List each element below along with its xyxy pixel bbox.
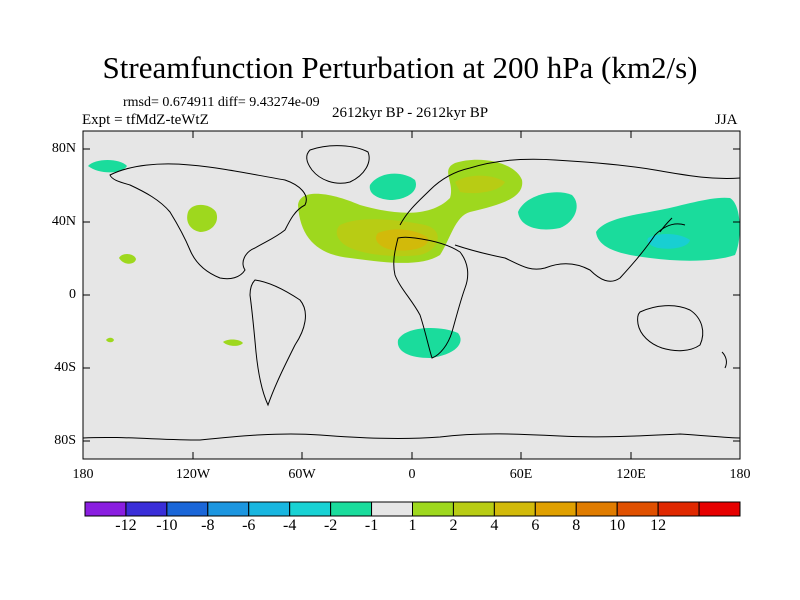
contour-positive-med-high xyxy=(375,229,429,251)
colorbar-label: -10 xyxy=(156,517,178,534)
season-label: JJA xyxy=(715,112,738,128)
x-tick-60e: 60E xyxy=(509,467,533,482)
colorbar-label: -12 xyxy=(115,517,137,534)
stats-line: rmsd= 0.674911 diff= 9.43274e-09 xyxy=(123,95,320,110)
colorbar-swatch xyxy=(125,501,168,517)
colorbar-swatch xyxy=(412,501,454,517)
colorbar-label: -6 xyxy=(242,517,256,534)
colorbar-label: 12 xyxy=(650,517,667,534)
coast-australia xyxy=(637,305,704,352)
colorbar-label: 10 xyxy=(609,517,626,534)
coast-new-zealand xyxy=(721,351,727,369)
coast-africa xyxy=(393,236,469,359)
contour-negative-greenland xyxy=(369,173,416,200)
contour-negative-japan-mid xyxy=(647,234,690,249)
contour-negative-alaska xyxy=(88,160,127,173)
y-tick-80n: 80N xyxy=(51,141,76,156)
colorbar-label: -8 xyxy=(201,517,215,534)
y-tick-80s: 80S xyxy=(54,433,76,448)
colorbar-swatch xyxy=(493,501,536,517)
coast-greenland xyxy=(306,145,370,184)
axis-ticks xyxy=(83,131,740,459)
contour-negative-safrica xyxy=(397,327,461,358)
colorbar-swatch xyxy=(166,501,209,517)
colorbar-swatch xyxy=(371,501,413,517)
y-tick-40n: 40N xyxy=(51,214,76,229)
contour-negative-asia xyxy=(518,192,577,230)
y-tick-0: 0 xyxy=(69,287,76,302)
period-label: 2612kyr BP - 2612kyr BP xyxy=(331,105,489,121)
x-tick-180w: 180 xyxy=(72,467,94,482)
colorbar-swatch xyxy=(248,501,291,517)
contour-negative-npacific xyxy=(596,197,740,261)
colorbar-label: -4 xyxy=(283,517,297,534)
coast-north-america xyxy=(109,163,307,280)
colorbar-label: -1 xyxy=(364,517,379,534)
coast-antarctica xyxy=(83,433,740,441)
colorbar-swatch xyxy=(207,501,250,517)
colorbar-label: 8 xyxy=(572,517,581,534)
x-tick-60w: 60W xyxy=(288,467,316,482)
colorbar-label: -2 xyxy=(323,517,338,534)
colorbar-label: 1 xyxy=(408,517,417,534)
colorbar-label: 2 xyxy=(449,517,458,534)
colorbar-swatch xyxy=(616,501,659,517)
colorbar-label: 4 xyxy=(490,517,499,534)
colorbar-swatch xyxy=(534,501,577,517)
colorbar-swatch xyxy=(289,501,332,517)
coast-south-america xyxy=(249,279,306,407)
colorbar-swatch xyxy=(330,501,373,517)
contour-positive-south-pacific-blob xyxy=(223,339,243,346)
plot-title: Streamfunction Perturbation at 200 hPa (… xyxy=(102,50,698,85)
contour-positive-scandinavia xyxy=(455,175,505,194)
x-tick-120e: 120E xyxy=(616,467,646,482)
coast-japan xyxy=(659,217,673,233)
coast-asia-south xyxy=(454,223,686,282)
x-tick-180e: 180 xyxy=(729,467,751,482)
contour-positive-pacific-blob xyxy=(119,253,136,264)
coast-europe-asia xyxy=(399,158,740,226)
contour-positive-namerica xyxy=(187,204,218,232)
colorbar-swatch xyxy=(657,501,700,517)
colorbar-swatch xyxy=(698,501,741,517)
x-tick-120w: 120W xyxy=(175,467,211,482)
contour-fields xyxy=(88,159,740,358)
colorbar-swatch xyxy=(575,501,618,517)
colorbar xyxy=(84,501,741,517)
x-tick-0: 0 xyxy=(408,467,416,482)
colorbar-label: 6 xyxy=(531,517,540,534)
y-tick-40s: 40S xyxy=(54,360,76,375)
coastlines xyxy=(83,145,740,441)
experiment-label: Expt = tfMdZ-teWtZ xyxy=(82,112,209,128)
contour-positive-small-blob xyxy=(106,337,114,343)
colorbar-swatch xyxy=(84,501,127,517)
colorbar-swatch xyxy=(452,501,495,517)
